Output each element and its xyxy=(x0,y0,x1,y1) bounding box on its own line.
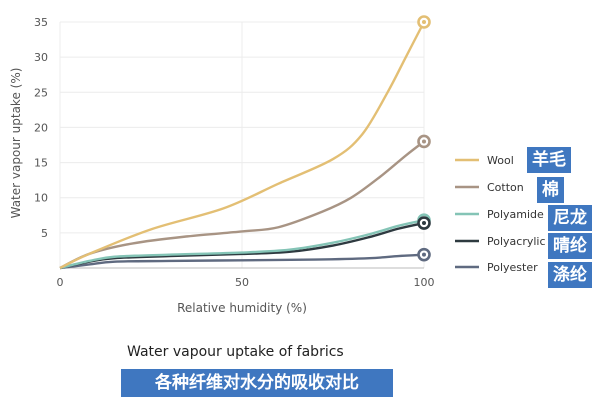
series-line-polyamide xyxy=(59,219,425,270)
legend-translation-polyamide: 尼龙 xyxy=(548,205,592,231)
legend-label-polyacrylic: Polyacrylic xyxy=(487,235,546,248)
legend-label-cotton: Cotton xyxy=(487,181,524,194)
end-marker-dot-cotton xyxy=(422,139,426,144)
legend-label-polyamide: Polyamide xyxy=(487,208,544,221)
legend-label-polyester: Polyester xyxy=(487,261,538,274)
caption-chinese: 各种纤维对水分的吸收对比 xyxy=(121,369,393,397)
caption-english: Water vapour uptake of fabrics xyxy=(127,344,344,360)
y-tick-label-35: 35 xyxy=(34,16,48,29)
legend-translation-polyester: 涤纶 xyxy=(548,262,592,288)
legend-translation-cotton: 棉 xyxy=(537,177,564,203)
tick-labels: 5 10 15 20 25 30 35 0 50 100 xyxy=(34,16,435,289)
y-tick-label-30: 30 xyxy=(34,51,48,64)
x-tick-label-0: 0 xyxy=(57,276,64,289)
end-markers xyxy=(417,15,431,262)
x-tick-label-50: 50 xyxy=(235,276,249,289)
y-tick-label-25: 25 xyxy=(34,86,48,99)
series-lines xyxy=(59,21,426,270)
legend-label-wool: Wool xyxy=(487,154,514,167)
x-axis-title: Relative humidity (%) xyxy=(177,301,307,315)
series-line-polyester xyxy=(59,253,425,270)
legend: Wool Cotton Polyamide Polyacrylic Polyester xyxy=(455,154,546,274)
y-tick-label-15: 15 xyxy=(34,157,48,170)
end-marker-dot-polyacrylic xyxy=(422,221,426,226)
legend-translation-wool: 羊毛 xyxy=(527,147,571,173)
y-tick-label-5: 5 xyxy=(41,227,48,240)
end-marker-dot-wool xyxy=(422,20,426,24)
end-marker-dot-polyester xyxy=(422,252,426,257)
y-tick-label-10: 10 xyxy=(34,192,48,205)
y-tick-label-20: 20 xyxy=(34,121,48,134)
series-line-wool xyxy=(59,21,426,270)
legend-translation-polyacrylic: 晴纶 xyxy=(548,233,592,259)
y-axis-title: Water vapour uptake (%) xyxy=(9,68,23,219)
x-tick-label-100: 100 xyxy=(414,276,435,289)
series-line-cotton xyxy=(59,140,425,270)
